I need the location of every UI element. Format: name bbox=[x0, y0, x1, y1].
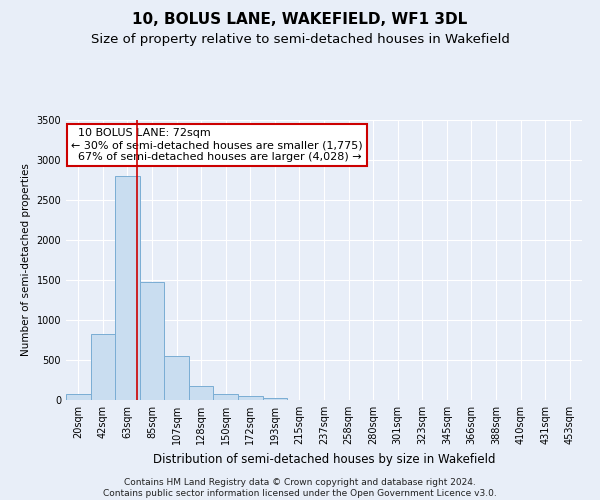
X-axis label: Distribution of semi-detached houses by size in Wakefield: Distribution of semi-detached houses by … bbox=[153, 452, 495, 466]
Bar bbox=[115, 176, 140, 400]
Text: Contains HM Land Registry data © Crown copyright and database right 2024.
Contai: Contains HM Land Registry data © Crown c… bbox=[103, 478, 497, 498]
Text: 10, BOLUS LANE, WAKEFIELD, WF1 3DL: 10, BOLUS LANE, WAKEFIELD, WF1 3DL bbox=[133, 12, 467, 28]
Bar bbox=[214, 394, 238, 400]
Text: Size of property relative to semi-detached houses in Wakefield: Size of property relative to semi-detach… bbox=[91, 32, 509, 46]
Text: 10 BOLUS LANE: 72sqm
← 30% of semi-detached houses are smaller (1,775)
  67% of : 10 BOLUS LANE: 72sqm ← 30% of semi-detac… bbox=[71, 128, 363, 162]
Y-axis label: Number of semi-detached properties: Number of semi-detached properties bbox=[21, 164, 31, 356]
Bar bbox=[66, 394, 91, 400]
Bar bbox=[189, 386, 214, 400]
Bar bbox=[263, 398, 287, 400]
Bar bbox=[91, 334, 115, 400]
Bar bbox=[238, 396, 263, 400]
Bar bbox=[164, 356, 189, 400]
Bar bbox=[140, 282, 164, 400]
